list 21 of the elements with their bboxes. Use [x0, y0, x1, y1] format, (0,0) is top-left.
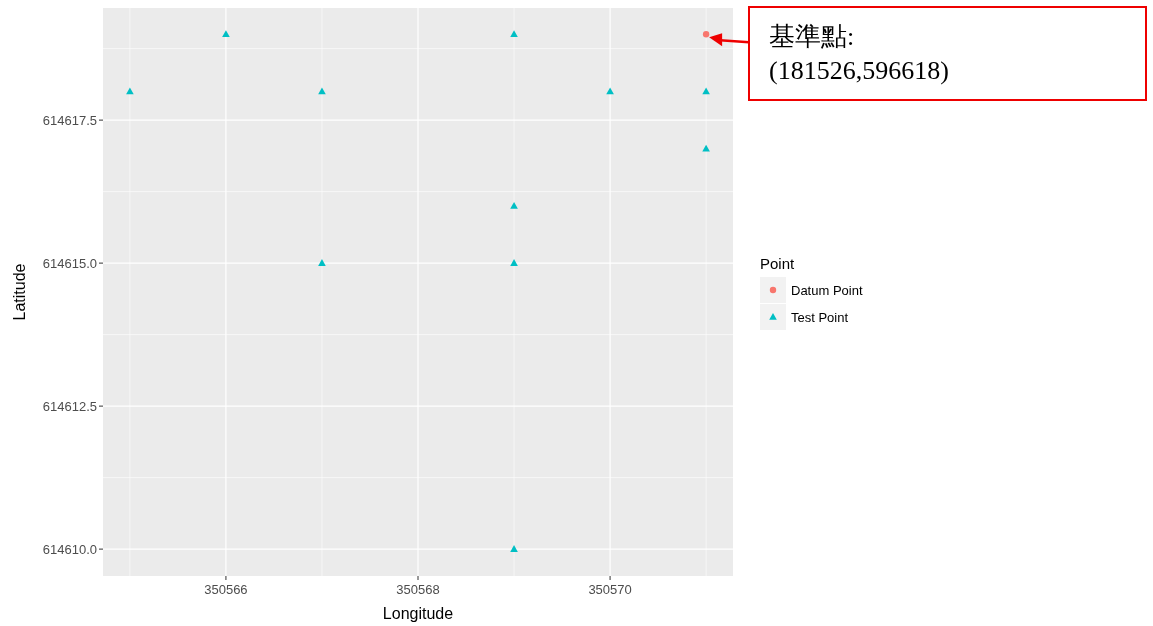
- y-axis-title: Latitude: [11, 263, 28, 321]
- point: [318, 87, 326, 95]
- point: [318, 259, 326, 266]
- point: [702, 144, 710, 152]
- x-tick-label: 350570: [588, 582, 632, 597]
- y-tick-label: 614615.0: [42, 255, 97, 271]
- legend-label: Datum Point: [791, 283, 863, 298]
- point: [510, 30, 518, 38]
- point: [510, 201, 518, 209]
- point: [510, 259, 518, 266]
- annotation: 基準點: (181526,596618): [769, 22, 949, 85]
- x-tick-label: 350568: [396, 582, 440, 597]
- legend-title: Point: [760, 255, 796, 272]
- y-tick-label: 614617.5: [42, 112, 97, 128]
- x-tick-label: 350566: [204, 582, 248, 597]
- point: [222, 30, 230, 38]
- x-axis-title: Longitude: [382, 605, 454, 622]
- y-tick-label: 614612.5: [42, 398, 97, 414]
- point: [510, 545, 518, 552]
- y-tick-label: 614610.0: [42, 541, 97, 557]
- legend-label: Test Point: [791, 310, 849, 325]
